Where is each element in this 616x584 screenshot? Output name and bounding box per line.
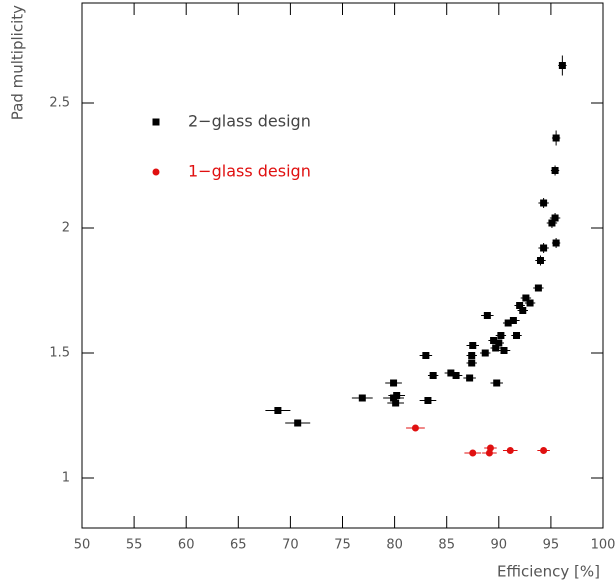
point [447, 369, 455, 377]
x-tick-label: 50 [74, 538, 91, 553]
point [274, 407, 282, 414]
x-tick-label: 65 [230, 538, 247, 553]
point [540, 244, 548, 252]
legend-label: 1−glass design [188, 162, 311, 181]
point [429, 372, 437, 379]
point [490, 337, 498, 344]
point [551, 167, 559, 174]
point [522, 294, 530, 302]
point [519, 307, 527, 314]
x-tick-label: 95 [543, 538, 560, 553]
x-tick-label: 80 [386, 538, 403, 553]
legend-marker [152, 118, 160, 126]
point [509, 317, 517, 324]
point [468, 352, 476, 359]
point [497, 332, 505, 339]
x-tick-label: 60 [178, 538, 195, 553]
x-tick-label: 70 [282, 538, 299, 553]
point [390, 379, 398, 387]
x-tick-label: 75 [334, 538, 351, 553]
point [516, 302, 524, 309]
legend-marker [152, 168, 160, 176]
point [540, 199, 548, 207]
y-axis-label: Pad multiplicity [9, 5, 27, 120]
point [548, 219, 556, 227]
point [411, 424, 419, 432]
point [466, 374, 474, 382]
point [534, 284, 542, 292]
y-tick-label: 1.5 [49, 346, 70, 361]
point [495, 339, 503, 347]
point [551, 214, 559, 222]
point [492, 344, 500, 352]
point [452, 372, 460, 379]
point [500, 347, 508, 354]
point [358, 394, 366, 402]
point [536, 257, 544, 264]
point [483, 312, 491, 319]
point [469, 342, 477, 349]
y-tick-label: 1 [62, 471, 70, 486]
x-tick-label: 55 [126, 538, 143, 553]
x-tick-label: 90 [491, 538, 508, 553]
plot-frame [81, 2, 604, 529]
point [552, 134, 560, 142]
point [526, 299, 534, 307]
point [393, 392, 401, 399]
point [468, 359, 476, 367]
x-axis-label: Efficiency [%] [497, 563, 600, 581]
x-tick-label: 100 [591, 538, 616, 553]
point [481, 349, 489, 357]
y-tick-label: 2 [62, 221, 70, 236]
point [513, 332, 521, 339]
point [469, 449, 477, 457]
point [493, 379, 501, 387]
legend-label: 2−glass design [188, 112, 311, 131]
point [294, 419, 302, 427]
x-tick-label: 85 [438, 538, 455, 553]
point [540, 447, 548, 454]
point [422, 352, 430, 359]
point [486, 444, 494, 452]
point [392, 399, 400, 407]
point [552, 239, 560, 247]
y-tick-label: 2.5 [49, 96, 70, 111]
point [504, 319, 512, 327]
point [424, 397, 432, 404]
point [506, 447, 514, 454]
point [558, 62, 566, 69]
